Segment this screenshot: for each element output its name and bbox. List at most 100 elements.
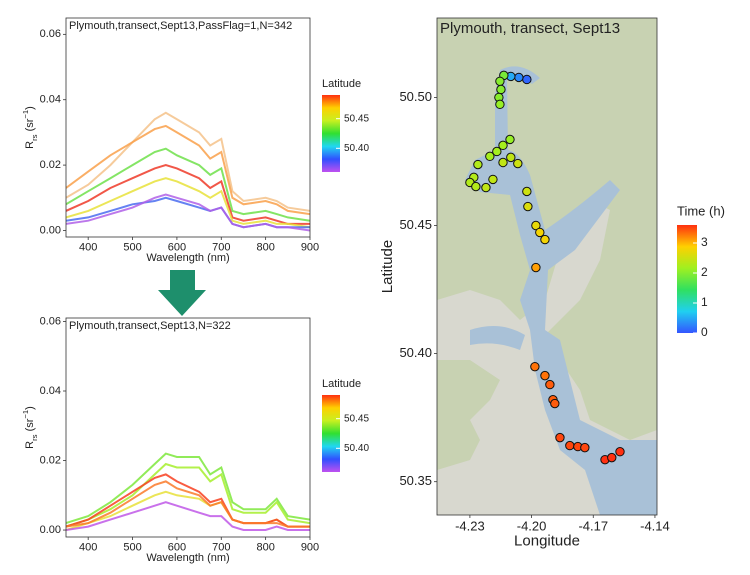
x-axis-title: Wavelength (nm) [146, 552, 229, 564]
sample-point [505, 134, 515, 145]
sample-point [615, 447, 625, 457]
sample-point [495, 76, 505, 86]
x-tick-label: 500 [123, 242, 141, 254]
sample-point [513, 158, 523, 169]
x-tick-label: -4.17 [578, 519, 608, 534]
creek [470, 326, 525, 350]
sample-point [522, 186, 532, 197]
colorbar-tick-label: 2 [701, 265, 708, 279]
y-axis-title-part: (sr [24, 418, 36, 434]
y-axis-title-part: −1 [21, 410, 30, 419]
sample-point [550, 398, 560, 409]
x-tick-label: 400 [79, 542, 97, 554]
y-axis-title-part: (sr [24, 118, 36, 134]
spectrum-line [66, 501, 310, 531]
y-tick-label: 0.00 [40, 524, 61, 536]
sample-point [555, 432, 565, 443]
plot-frame [65, 317, 311, 538]
sample-point [471, 181, 481, 192]
sample-point [607, 452, 617, 463]
sample-point [488, 174, 498, 185]
spectrum-line [66, 124, 310, 216]
spectrum-line [66, 452, 310, 525]
y-tick-label: 50.35 [399, 473, 432, 488]
x-tick-label: 900 [301, 542, 319, 554]
sample-point [495, 99, 505, 110]
sample-point [540, 234, 550, 245]
y-tick-label: 0.06 [40, 315, 61, 327]
sample-point [535, 227, 545, 238]
y-axis-title: Rrs (sr−1) [21, 406, 39, 449]
y-tick-label: 0.02 [40, 454, 61, 466]
arrow [158, 270, 206, 316]
x-tick-label: -4.23 [455, 519, 485, 534]
colorbar-tick-label: 50.45 [344, 413, 369, 424]
sample-point [506, 152, 516, 163]
sample-point [540, 370, 550, 381]
y-tick-label: 0.04 [40, 385, 61, 397]
y-axis-title: Rrs (sr−1) [21, 106, 39, 149]
spectrum-line [66, 177, 310, 229]
x-tick-label: 800 [256, 542, 274, 554]
plot-area [66, 452, 310, 531]
sample-point [496, 84, 506, 95]
colorbar-tick-label: 0 [701, 325, 708, 339]
x-tick-label: 600 [168, 242, 186, 254]
spectrum-line [66, 473, 310, 528]
spectrum-line [66, 480, 310, 528]
y-axis-title-part: −1 [21, 110, 30, 119]
y-axis-title-part: rs [30, 134, 39, 141]
sample-point [523, 201, 533, 212]
map-background [437, 18, 657, 515]
y-tick-label: 50.50 [399, 89, 432, 104]
sample-point [545, 379, 555, 390]
sample-point [514, 72, 524, 83]
colorbar [322, 395, 340, 472]
y-axis-title-part: rs [30, 434, 39, 441]
x-tick-label: 900 [301, 242, 319, 254]
colorbar-tick-label: 50.45 [344, 113, 369, 124]
x-tick-label: 400 [79, 242, 97, 254]
x-tick-label: 800 [256, 242, 274, 254]
chart-title: Plymouth,transect,Sept13,N=322 [69, 320, 231, 332]
sample-point [492, 146, 502, 157]
spectrum-line [66, 462, 310, 528]
colorbar-tick-label: 50.40 [344, 143, 369, 154]
plot-frame [436, 17, 658, 516]
plot-frame [65, 17, 311, 238]
y-tick-label: 50.40 [399, 345, 432, 360]
spectrum-line [66, 164, 310, 225]
colorbar-tick-label: 3 [701, 235, 708, 249]
plot-area [465, 70, 625, 465]
river [465, 66, 657, 515]
x-axis-title: Wavelength (nm) [146, 252, 229, 264]
chart-title: Plymouth,transect,Sept13,PassFlag=1,N=34… [69, 20, 292, 32]
spectrum-line [66, 111, 310, 212]
x-tick-label: 500 [123, 542, 141, 554]
y-axis-title-part: ) [24, 406, 36, 410]
sample-point [473, 159, 483, 170]
sample-point [530, 361, 540, 372]
colorbar-title: Latitude [322, 78, 361, 90]
spectrum-line [66, 147, 310, 222]
sample-point [498, 140, 508, 151]
sample-point [522, 74, 532, 85]
x-axis-title: Longitude [514, 532, 580, 549]
sample-point [580, 442, 590, 453]
x-tick-label: 700 [212, 542, 230, 554]
x-tick-label: -4.20 [517, 519, 547, 534]
plot-area [66, 111, 310, 232]
y-axis-title-part: R [24, 441, 36, 449]
y-axis-title-part: R [24, 141, 36, 149]
x-tick-label: 600 [168, 542, 186, 554]
spectrum-line [66, 193, 310, 232]
colorbar-title: Time (h) [677, 203, 725, 218]
y-axis-title-part: ) [24, 106, 36, 110]
sample-point [485, 151, 495, 162]
x-tick-label: 700 [212, 242, 230, 254]
sample-point [481, 182, 491, 193]
colorbar [677, 225, 697, 333]
colorbar-tick-label: 1 [701, 295, 708, 309]
y-axis-title: Latitude [379, 240, 396, 293]
